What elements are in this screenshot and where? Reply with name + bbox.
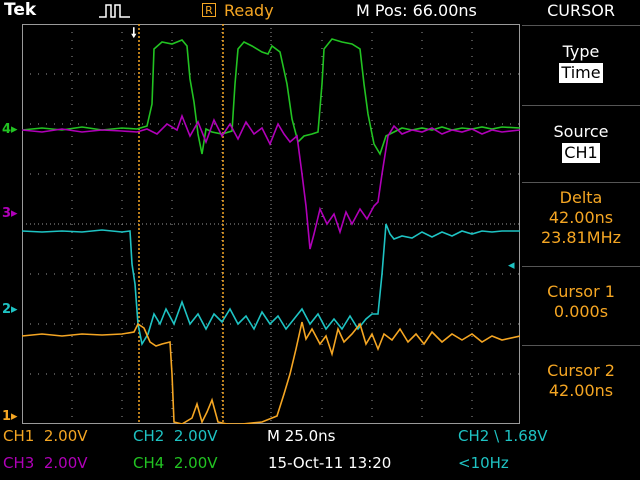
top-status-bar: Tek R Ready M Pos: 66.00ns [0,0,520,24]
delta-time: 42.00ns [548,208,614,227]
ch1-scale: CH1 2.00V [3,427,88,445]
trigger-pulse-icon [99,4,130,18]
type-label: Type [562,42,600,61]
graticule [22,24,520,424]
cursor-menu: CURSOR Type Time Source CH1 Delta 42.00n… [522,0,640,480]
timebase-readout: M 25.0ns [267,427,336,445]
cursor-2-value: 42.00ns [548,381,614,400]
ch4-ground-marker[interactable]: 4▸ [2,122,18,137]
source-option[interactable]: Source CH1 [522,122,640,163]
trigger-readout: CH2 \ 1.68V [458,427,548,445]
brand-logo: Tek [4,0,37,20]
source-label: Source [553,122,609,141]
ch3-scale: CH3 2.00V [3,454,88,472]
waveform-traces [22,24,520,424]
delta-frequency: 23.81MHz [540,228,622,247]
ch2-ground-marker[interactable]: 2▸ [2,302,18,317]
ch4-scale: CH4 2.00V [133,454,218,472]
type-option[interactable]: Type Time [522,42,640,83]
cursor-2-option[interactable]: Cursor 2 42.00ns [522,361,640,401]
trigger-frequency: <10Hz [458,454,509,472]
cursor-1-option[interactable]: Cursor 1 0.000s [522,282,640,322]
delta-readout: Delta 42.00ns 23.81MHz [522,188,640,248]
delta-label: Delta [559,188,603,207]
status-footer: CH1 2.00V CH2 2.00V M 25.0ns CH2 \ 1.68V… [0,426,640,480]
acquisition-status: Ready [224,1,274,20]
status-indicator-icon: R [202,3,216,17]
waveform-display[interactable] [22,24,520,424]
trigger-level-marker[interactable]: ◂ [508,258,515,273]
date-time: 15-Oct-11 13:20 [268,454,392,472]
ch4-trace [22,38,520,156]
cursor-2-label: Cursor 2 [547,361,615,380]
ch3-trace [22,113,520,250]
type-value: Time [559,63,603,83]
source-value: CH1 [562,143,600,163]
ch1-trace [22,321,520,424]
ch3-ground-marker[interactable]: 3▸ [2,206,18,221]
cursor-1-value: 0.000s [553,302,609,321]
cursor-1-label: Cursor 1 [547,282,615,301]
horizontal-position: M Pos: 66.00ns [356,1,477,20]
trigger-position-marker[interactable]: 🠗 [131,26,137,41]
ch2-scale: CH2 2.00V [133,427,218,445]
ch2-trace [22,223,520,347]
ch1-ground-marker[interactable]: 1▸ [2,409,18,424]
menu-title: CURSOR [547,1,615,20]
